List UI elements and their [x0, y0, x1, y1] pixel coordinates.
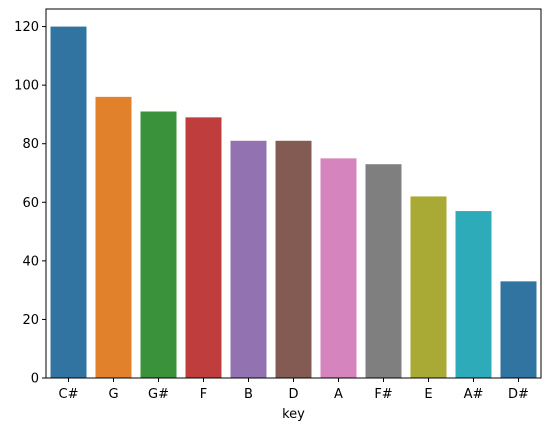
x-tick-label: A: [334, 387, 343, 402]
y-tick-label: 40: [22, 254, 39, 269]
bar-d: [275, 140, 312, 378]
x-tick-label: C#: [59, 387, 79, 402]
y-tick-label: 120: [14, 20, 39, 35]
y-axis: 0 20 40 60 80 100 120: [14, 20, 46, 387]
bar-a: [320, 158, 357, 378]
bar-b: [230, 140, 267, 378]
x-tick-label: G#: [148, 387, 169, 402]
bar-d-sharp: [500, 281, 537, 378]
y-tick-label: 0: [31, 372, 39, 387]
x-axis-label: key: [282, 407, 305, 422]
bar-f: [185, 117, 222, 378]
x-tick-label: F: [200, 387, 207, 402]
bar-f-sharp: [365, 164, 402, 378]
bar-c-sharp: [50, 26, 87, 378]
x-tick-label: G: [108, 387, 118, 402]
x-axis: C# G G# F B D A F# E A# D#: [59, 378, 529, 402]
bar-g: [95, 96, 132, 378]
x-tick-label: F#: [374, 387, 392, 402]
y-tick-label: 20: [22, 313, 39, 328]
x-tick-label: E: [424, 387, 432, 402]
bar-e: [410, 196, 447, 378]
y-tick-label: 60: [22, 196, 39, 211]
x-tick-label: D#: [508, 387, 529, 402]
x-tick-label: A#: [464, 387, 484, 402]
x-tick-label: D: [288, 387, 298, 402]
y-tick-label: 100: [14, 79, 39, 94]
bars-group: [50, 26, 537, 378]
x-tick-label: B: [244, 387, 253, 402]
bar-a-sharp: [455, 211, 492, 378]
bar-g-sharp: [140, 111, 177, 378]
y-tick-label: 80: [22, 137, 39, 152]
